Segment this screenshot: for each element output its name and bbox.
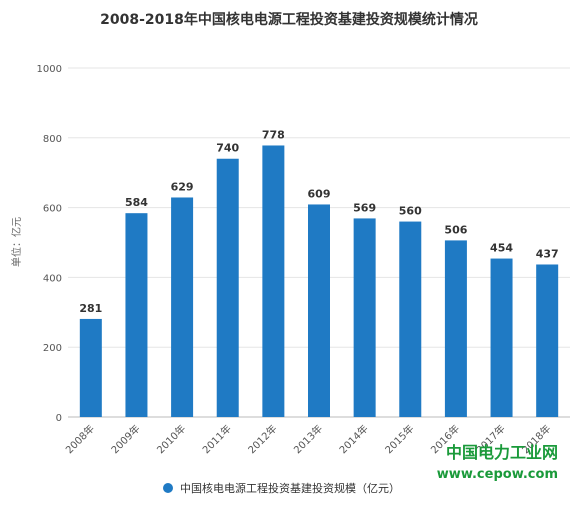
bars bbox=[79, 145, 559, 418]
data-label: 437 bbox=[536, 247, 559, 260]
data-labels: 281 584 629 740 778 609 569 560 506 454 437 bbox=[79, 128, 558, 314]
x-tick-label: 2012年 bbox=[245, 422, 279, 456]
y-axis: 0 200 400 600 800 1000 bbox=[37, 64, 62, 424]
data-label: 560 bbox=[399, 205, 422, 218]
y-tick-label: 200 bbox=[43, 343, 62, 354]
y-axis-label: 单位：亿元 bbox=[10, 217, 23, 267]
x-tick-label: 2015年 bbox=[382, 422, 416, 456]
bar bbox=[125, 213, 148, 417]
watermark: 中国电力工业网 www.cepow.com bbox=[437, 443, 558, 482]
data-label: 629 bbox=[171, 180, 194, 193]
bar bbox=[490, 258, 513, 417]
y-tick-label: 1000 bbox=[37, 64, 62, 75]
y-tick-label: 400 bbox=[43, 273, 62, 284]
legend-label: 中国核电电源工程投资基建投资规模（亿元） bbox=[180, 481, 400, 495]
data-label: 778 bbox=[262, 128, 285, 141]
data-label: 740 bbox=[216, 142, 239, 155]
y-tick-label: 0 bbox=[56, 413, 62, 424]
bar bbox=[171, 197, 194, 417]
data-label: 569 bbox=[353, 201, 376, 214]
bar bbox=[216, 158, 239, 418]
data-label: 584 bbox=[125, 196, 148, 209]
bar bbox=[444, 240, 467, 417]
legend: 中国核电电源工程投资基建投资规模（亿元） bbox=[163, 481, 400, 495]
bar bbox=[536, 264, 559, 417]
y-tick-label: 800 bbox=[43, 134, 62, 145]
x-tick-label: 2011年 bbox=[200, 422, 234, 456]
x-tick-label: 2014年 bbox=[336, 422, 370, 456]
bar bbox=[308, 204, 330, 417]
legend-marker bbox=[163, 483, 173, 493]
x-tick-label: 2010年 bbox=[154, 422, 188, 456]
watermark-cn: 中国电力工业网 bbox=[446, 443, 558, 462]
bar bbox=[353, 218, 376, 417]
data-label: 454 bbox=[490, 242, 513, 255]
data-label: 281 bbox=[79, 302, 102, 315]
data-label: 609 bbox=[308, 187, 331, 200]
bar bbox=[79, 318, 102, 417]
x-tick-label: 2009年 bbox=[108, 422, 142, 456]
watermark-url: www.cepow.com bbox=[437, 467, 558, 482]
chart-title: 2008-2018年中国核电电源工程投资基建投资规模统计情况 bbox=[100, 11, 478, 28]
bar bbox=[399, 221, 422, 417]
y-tick-label: 600 bbox=[43, 204, 62, 215]
data-label: 506 bbox=[444, 223, 467, 236]
x-tick-label: 2013年 bbox=[291, 422, 325, 456]
bar bbox=[262, 145, 285, 417]
x-tick-label: 2008年 bbox=[63, 422, 97, 456]
